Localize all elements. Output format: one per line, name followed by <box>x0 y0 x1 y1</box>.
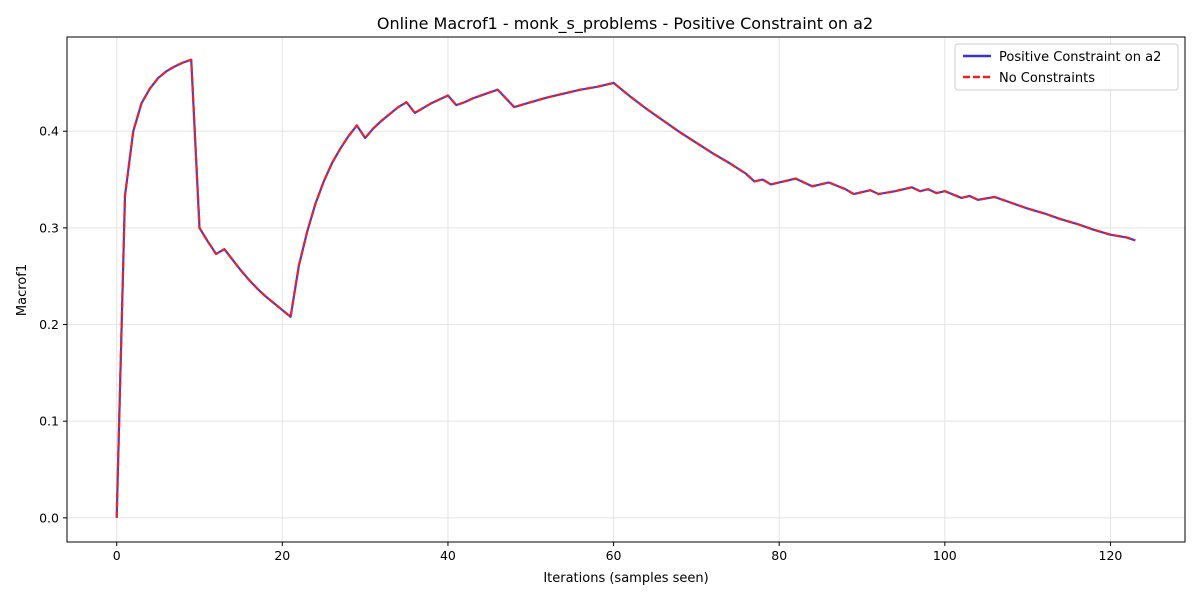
x-tick-label: 100 <box>933 548 957 563</box>
grid <box>67 37 1185 542</box>
x-tick-label: 20 <box>274 548 290 563</box>
y-tick-label: 0.2 <box>39 317 59 332</box>
x-tick-label: 80 <box>771 548 787 563</box>
series-line-1 <box>115 58 1136 518</box>
y-tick-label: 0.0 <box>39 510 59 525</box>
x-tick-label: 40 <box>440 548 456 563</box>
x-tick-label: 0 <box>113 548 121 563</box>
y-axis-label: Macrof1 <box>15 264 30 316</box>
series-layer <box>115 58 1136 518</box>
x-tick-label: 60 <box>606 548 622 563</box>
legend: Positive Constraint on a2 No Constraints <box>954 43 1179 91</box>
chart-title: Online Macrof1 - monk_s_problems - Posit… <box>377 14 873 34</box>
x-axis-label: Iterations (samples seen) <box>543 571 708 586</box>
y-tick-label: 0.1 <box>39 414 59 429</box>
x-tick-label: 120 <box>1099 548 1123 563</box>
legend-label-no-constraints: No Constraints <box>999 71 1095 86</box>
legend-box <box>954 43 1179 91</box>
plot-frame <box>66 36 1186 543</box>
y-tick-label: 0.4 <box>39 124 59 139</box>
y-tick-label: 0.3 <box>39 220 59 235</box>
ticks: 0 20 40 60 80 100 120 0.0 0.1 0.2 0.3 0.4 <box>39 124 1122 563</box>
legend-label-positive-constraint: Positive Constraint on a2 <box>999 50 1161 65</box>
